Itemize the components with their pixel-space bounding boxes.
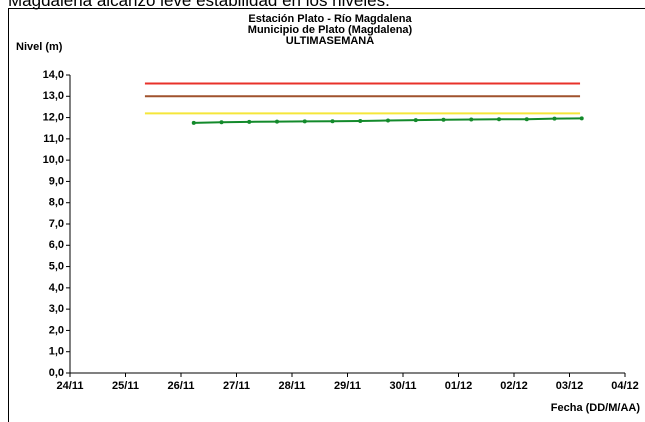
x-tick-label: 29/11: [334, 380, 361, 392]
point: [552, 116, 557, 121]
y-tick-label: 1,0: [49, 346, 64, 358]
point: [579, 116, 584, 121]
x-tick-label: 24/11: [57, 380, 84, 392]
point: [247, 119, 252, 124]
y-tick-label: 12,0: [43, 111, 64, 123]
y-tick-label: 2,0: [49, 324, 64, 336]
x-tick-label: 25/11: [112, 380, 139, 392]
point: [302, 119, 307, 124]
y-tick-label: 13,0: [43, 90, 64, 102]
point: [219, 120, 224, 125]
chart-title: Estación Plato - Río Magdalena: [248, 13, 412, 25]
y-tick-label: 5,0: [49, 260, 64, 272]
point: [191, 120, 196, 125]
point: [275, 119, 280, 124]
y-axis-label: Nivel (m): [16, 41, 63, 53]
frame: [8, 8, 645, 422]
x-tick-label: 04/12: [611, 380, 639, 392]
x-tick-label: 01/12: [445, 380, 473, 392]
y-tick-label: 7,0: [49, 218, 64, 230]
y-tick-label: 3,0: [49, 303, 64, 315]
y-tick-label: 0,0: [49, 367, 64, 379]
x-tick-label: 27/11: [223, 380, 250, 392]
x-tick-label: 26/11: [168, 380, 195, 392]
y-tick-label: 8,0: [49, 197, 64, 209]
y-tick-label: 4,0: [49, 282, 64, 294]
chart-subtitle: ULTIMASEMANA: [286, 35, 374, 47]
point: [469, 117, 474, 122]
point: [330, 119, 335, 124]
chart-subtitle: Municipio de Plato (Magdalena): [248, 24, 413, 36]
x-axis-label: Fecha (DD/M/AA): [551, 402, 641, 414]
point: [497, 117, 502, 122]
point: [441, 117, 446, 122]
y-tick-label: 11,0: [43, 133, 64, 145]
y-tick-label: 9,0: [49, 175, 64, 187]
point: [413, 118, 418, 123]
point: [358, 118, 363, 123]
caption: Magdalena alcanzó leve estabilidad en lo…: [8, 0, 390, 10]
y-tick-label: 6,0: [49, 239, 64, 251]
x-tick-label: 03/12: [556, 380, 584, 392]
y-tick-label: 14,0: [43, 69, 64, 81]
x-tick-label: 02/12: [500, 380, 528, 392]
x-tick-label: 30/11: [390, 380, 417, 392]
y-tick-label: 10,0: [43, 154, 64, 166]
point: [386, 118, 391, 123]
x-tick-label: 28/11: [279, 380, 306, 392]
point: [524, 117, 529, 122]
